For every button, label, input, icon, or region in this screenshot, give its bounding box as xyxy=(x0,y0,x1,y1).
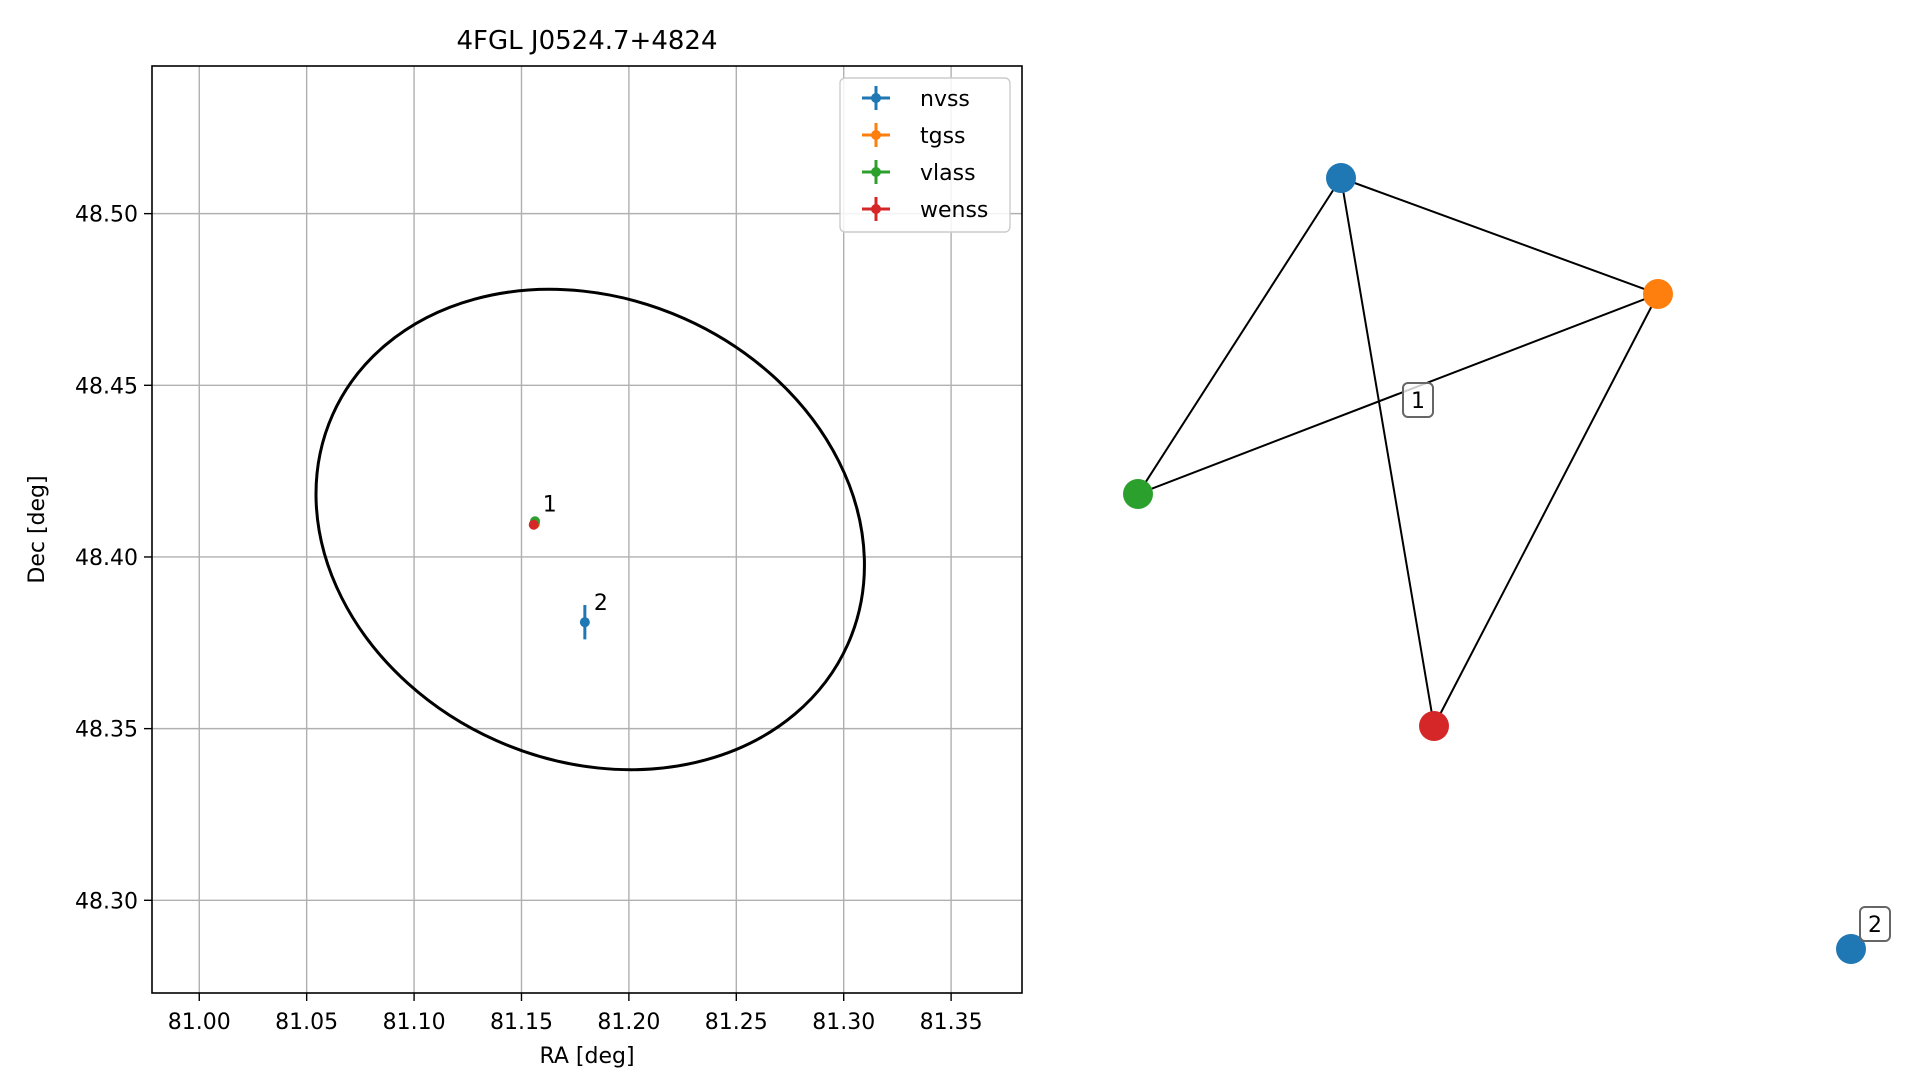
node-nvss-2 xyxy=(1836,934,1866,964)
edge-nvss-tgss xyxy=(1340,177,1659,295)
error-ellipse xyxy=(314,287,866,772)
node-wenss xyxy=(1419,711,1449,741)
legend-marker-wenss xyxy=(871,204,881,214)
legend: nvss tgss vlass wenss xyxy=(839,77,1011,233)
node-tgss xyxy=(1643,279,1673,309)
scatter-panel: 12 81.00 81.05 81.10 81.15 81.20 81.25 81.30 81… xyxy=(25,26,1023,1069)
edge-nvss-vlass xyxy=(1137,177,1342,495)
x-tick-label: 81.00 xyxy=(168,1010,231,1035)
network-panel: 12 xyxy=(1123,163,1891,964)
y-tick-label: 48.45 xyxy=(75,374,138,399)
legend-label-wenss: wenss xyxy=(920,198,988,223)
y-tick-label: 48.40 xyxy=(75,546,138,571)
legend-box xyxy=(839,77,1011,233)
point-label: 1 xyxy=(543,493,557,518)
group-label: 2 xyxy=(1868,913,1882,938)
edge-tgss-vlass xyxy=(1137,293,1659,495)
x-tick-label: 81.30 xyxy=(812,1010,875,1035)
group-label-box xyxy=(1859,906,1891,942)
points-layer: 12 xyxy=(528,493,608,640)
x-axis-label: RA [deg] xyxy=(539,1044,634,1069)
legend-label-tgss: tgss xyxy=(920,124,966,149)
chart-title: 4FGL J0524.7+4824 xyxy=(457,26,718,56)
y-tick-label: 48.50 xyxy=(75,203,138,228)
point-nvss xyxy=(579,617,590,628)
x-tick-label: 81.05 xyxy=(275,1010,338,1035)
group-label-box xyxy=(1402,382,1434,418)
point-wenss xyxy=(528,519,539,530)
node-vlass xyxy=(1123,479,1153,509)
ellipse-layer xyxy=(314,287,866,772)
group-label: 1 xyxy=(1411,389,1425,414)
legend-label-nvss: nvss xyxy=(920,87,970,112)
x-tick-label: 81.20 xyxy=(597,1010,660,1035)
x-tick-label: 81.25 xyxy=(705,1010,768,1035)
edge-tgss-wenss xyxy=(1433,293,1659,727)
x-tick-label: 81.35 xyxy=(920,1010,983,1035)
legend-label-vlass: vlass xyxy=(920,161,976,186)
y-tick-label: 48.30 xyxy=(75,889,138,914)
legend-marker-tgss xyxy=(871,130,881,140)
edge-nvss-wenss xyxy=(1340,177,1435,727)
point-label: 2 xyxy=(594,591,608,616)
node-nvss xyxy=(1326,163,1356,193)
legend-marker-vlass xyxy=(871,167,881,177)
y-tick-label: 48.35 xyxy=(75,718,138,743)
legend-marker-nvss xyxy=(871,93,881,103)
plot-frame xyxy=(151,65,1023,994)
y-axis-label: Dec [deg] xyxy=(25,475,50,583)
x-tick-label: 81.15 xyxy=(490,1010,553,1035)
ticks: 81.00 81.05 81.10 81.15 81.20 81.25 81.30 81.35… xyxy=(75,203,983,1035)
x-tick-label: 81.10 xyxy=(383,1010,446,1035)
